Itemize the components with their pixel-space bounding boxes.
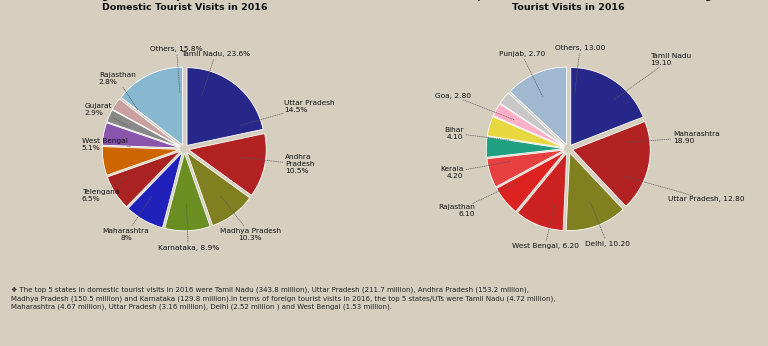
- Wedge shape: [497, 152, 565, 212]
- Wedge shape: [518, 153, 567, 230]
- Wedge shape: [493, 104, 564, 147]
- Text: Rajasthan
2.8%: Rajasthan 2.8%: [99, 72, 137, 110]
- Wedge shape: [488, 117, 564, 148]
- Text: West Bengal
5.1%: West Bengal 5.1%: [81, 138, 130, 152]
- Title: Percentage share of top 10 states/UTs in India in
Domestic Tourist Visits in 201: Percentage share of top 10 states/UTs in…: [54, 0, 315, 12]
- Wedge shape: [187, 68, 263, 145]
- Text: Kerala
4.20: Kerala 4.20: [440, 162, 510, 179]
- Text: Punjab, 2.70: Punjab, 2.70: [498, 51, 545, 96]
- Wedge shape: [487, 150, 564, 187]
- Text: Uttar Pradesh
14.5%: Uttar Pradesh 14.5%: [240, 100, 334, 126]
- Wedge shape: [108, 151, 180, 207]
- Wedge shape: [188, 134, 266, 195]
- Text: Uttar Pradesh, 12.80: Uttar Pradesh, 12.80: [624, 176, 744, 202]
- Text: Tamil Nadu
19.10: Tamil Nadu 19.10: [614, 53, 691, 100]
- Wedge shape: [187, 152, 250, 226]
- Text: Maharashtra
18.90: Maharashtra 18.90: [627, 131, 720, 144]
- Text: Others, 15.8%: Others, 15.8%: [151, 46, 203, 93]
- Wedge shape: [165, 153, 210, 231]
- Text: ❖ The top 5 states in domestic tourist visits in 2016 were Tamil Nadu (343.8 mil: ❖ The top 5 states in domestic tourist v…: [12, 287, 556, 310]
- Text: West Bengal, 6.20: West Bengal, 6.20: [511, 203, 578, 249]
- Wedge shape: [102, 147, 180, 175]
- Wedge shape: [486, 137, 564, 157]
- Wedge shape: [500, 93, 565, 146]
- Text: Others, 13.00: Others, 13.00: [554, 45, 605, 93]
- Wedge shape: [102, 123, 180, 148]
- Title: Share of top 10 States/UTs in India in number of Foreign
Tourist Visits in 2016: Share of top 10 States/UTs in India in n…: [418, 0, 719, 12]
- Text: Andhra
Pradesh
10.5%: Andhra Pradesh 10.5%: [240, 154, 315, 174]
- Text: Bihar
4.10: Bihar 4.10: [444, 127, 510, 140]
- Wedge shape: [128, 153, 182, 228]
- Wedge shape: [112, 99, 180, 146]
- Wedge shape: [121, 67, 183, 145]
- Text: Rajasthan
6.10: Rajasthan 6.10: [439, 183, 517, 217]
- Wedge shape: [572, 121, 650, 206]
- Wedge shape: [107, 110, 180, 147]
- Text: Karnataka, 8.9%: Karnataka, 8.9%: [157, 204, 219, 251]
- Text: Gujarat
2.9%: Gujarat 2.9%: [84, 103, 129, 127]
- Wedge shape: [510, 67, 567, 145]
- Text: Goa, 2.80: Goa, 2.80: [435, 93, 515, 120]
- Text: Maharashtra
8%: Maharashtra 8%: [103, 196, 152, 241]
- Text: Madhya Pradesh
10.3%: Madhya Pradesh 10.3%: [220, 196, 281, 241]
- Wedge shape: [571, 67, 643, 145]
- Wedge shape: [566, 153, 623, 230]
- Text: Delhi, 10.20: Delhi, 10.20: [584, 201, 630, 247]
- Text: Telengana
6.5%: Telengana 6.5%: [81, 175, 128, 202]
- Text: Tamil Nadu, 23.6%: Tamil Nadu, 23.6%: [180, 51, 250, 96]
